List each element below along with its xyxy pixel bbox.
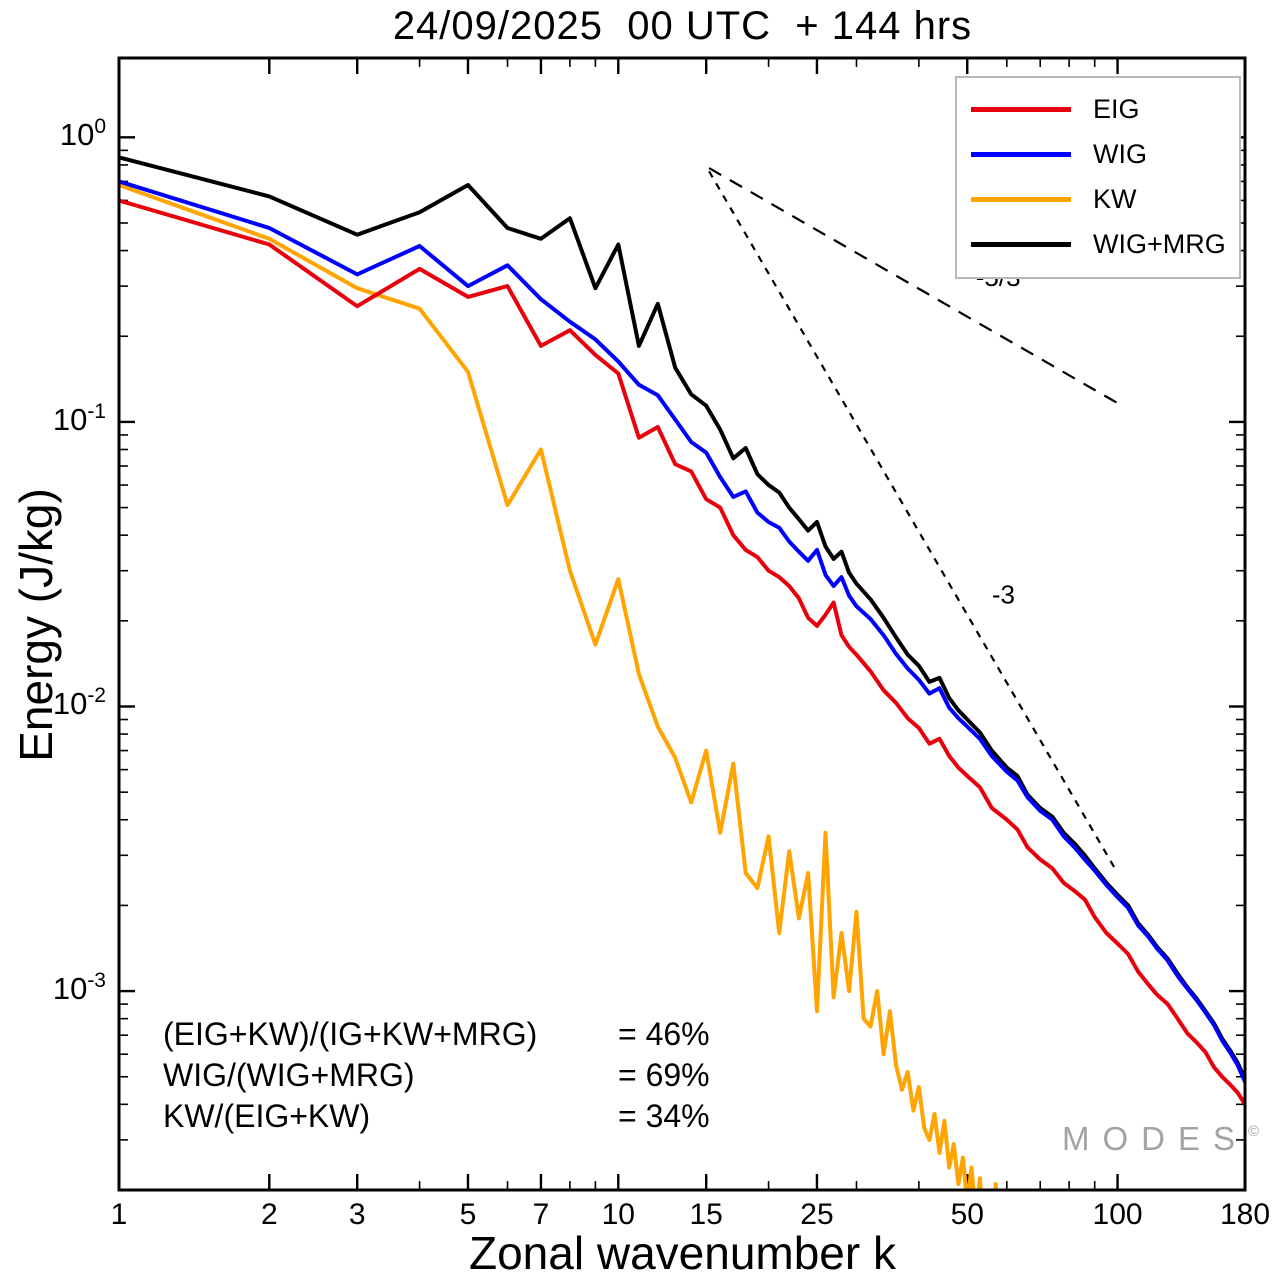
series-WIG+MRG — [119, 155, 1245, 1082]
legend-label-wig-mrg: WIG+MRG — [1093, 229, 1226, 259]
legend-swatch-wig — [971, 152, 1071, 157]
copyright-icon: © — [1248, 1123, 1260, 1140]
ratio-rhs-1: = 46% — [618, 1016, 710, 1052]
legend-item-wig: WIG — [971, 132, 1239, 177]
series-EIG — [119, 198, 1245, 1107]
ratio-row-2: WIG/(WIG+MRG) = 69% — [163, 1055, 710, 1096]
ref-line-label-2: -3 — [992, 580, 1015, 610]
modes-watermark: MODES© — [1062, 1120, 1259, 1158]
ratio-lhs-1: (EIG+KW)/(IG+KW+MRG) — [163, 1016, 538, 1052]
legend-label-kw: KW — [1093, 184, 1137, 214]
series-WIG — [119, 179, 1245, 1084]
legend-item-eig: EIG — [971, 87, 1239, 132]
legend-item-wig-mrg: WIG+MRG — [971, 222, 1239, 267]
modes-watermark-text: MODES — [1062, 1120, 1249, 1157]
legend: EIG WIG KW WIG+MRG — [955, 76, 1241, 279]
ref-line-2 — [708, 170, 1119, 874]
legend-swatch-eig — [971, 107, 1071, 112]
x-axis-label: Zonal wavenumber k — [469, 1227, 896, 1279]
ratio-annotations: (EIG+KW)/(IG+KW+MRG) = 46% WIG/(WIG+MRG)… — [163, 1014, 710, 1137]
legend-item-kw: KW — [971, 177, 1239, 222]
legend-label-wig: WIG — [1093, 139, 1147, 169]
ref-line-1 — [708, 167, 1125, 408]
legend-label-eig: EIG — [1093, 94, 1140, 124]
chart-title: 24/09/2025 00 UTC + 144 hrs — [392, 4, 973, 48]
ratio-lhs-2: WIG/(WIG+MRG) — [163, 1057, 415, 1093]
ratio-rhs-2: = 69% — [618, 1057, 710, 1093]
legend-swatch-wig-mrg — [971, 242, 1071, 247]
legend-swatch-kw — [971, 197, 1071, 202]
ratio-rhs-3: = 34% — [618, 1098, 710, 1134]
series-KW — [119, 183, 998, 1190]
ratio-row-1: (EIG+KW)/(IG+KW+MRG) = 46% — [163, 1014, 710, 1055]
ratio-lhs-3: KW/(EIG+KW) — [163, 1098, 371, 1134]
ratio-row-3: KW/(EIG+KW) = 34% — [163, 1096, 710, 1137]
